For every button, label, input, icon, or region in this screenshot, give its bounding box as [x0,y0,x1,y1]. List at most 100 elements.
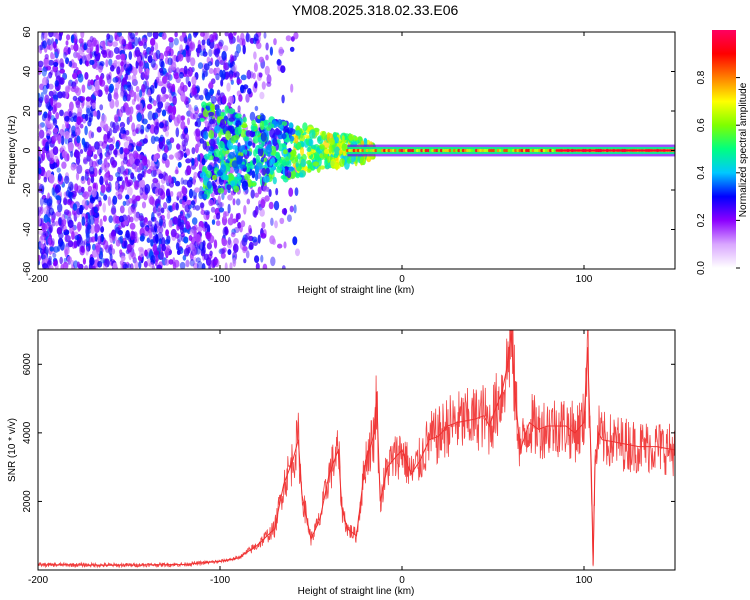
spectrogram-cell [218,140,225,151]
spectrogram-cell [165,250,170,257]
spectrogram-cell [218,39,224,47]
spectrogram-cell [281,94,285,104]
spectrogram-cell [109,253,113,262]
spectrogram-cell [71,112,78,119]
spectrogram-cell [167,83,173,89]
spectrogram-band-cell [516,148,520,153]
spectrogram-cell [190,200,196,209]
spectrogram-cell [270,157,276,165]
spectrogram-cell [38,123,42,130]
spectrogram-cell [202,70,208,78]
spectrogram-cell [70,133,75,139]
spectrogram-cell [112,77,119,83]
spectrogram-cell [219,59,225,65]
spectrogram-cell [289,135,295,142]
spectrogram-cell [174,169,179,175]
spectrogram-cell [294,187,299,197]
spectrogram-band-cell [485,148,489,153]
spectrogram-cell [172,261,177,269]
spectrogram-band-cell [378,148,382,153]
spectrogram-cell [83,191,89,200]
spectrogram-cell [125,194,130,200]
spectrogram-cell [84,54,90,61]
spectrogram-cell [254,130,261,137]
spectrogram-cell [197,62,204,69]
spectrogram-band-cell [444,148,448,153]
spectrogram-cell [99,104,104,111]
spectrogram-cell [196,260,203,269]
spectrogram-cell [359,156,365,166]
spectrogram-cell [43,59,50,67]
spectrogram-cell [261,167,267,176]
spectrogram-cell [141,201,147,209]
spectrogram-cell [200,209,206,215]
spectrogram-cell [115,182,119,191]
spectrogram-cell [251,119,256,126]
spectrogram-cell [145,126,150,133]
spectrogram-cell [183,65,188,75]
spectrogram-cell [167,175,172,184]
spectrogram-cell [128,51,133,60]
spectrogram-cell [229,38,234,45]
spectrogram-cell [181,199,186,209]
spectrogram-band-cell [446,148,450,153]
spectrogram-cell [199,50,205,56]
spectrogram-band-cell [426,148,430,153]
spectrogram-cell [64,131,70,139]
spectrogram-cell [62,218,67,227]
spectrogram-cell [81,175,85,182]
spectrogram-cell [40,234,46,241]
spectrogram-cell [224,211,230,217]
spectrogram-cell [108,143,115,151]
spectrogram-cell [297,153,301,160]
spectrogram-cell [60,135,65,146]
spectrogram-cell [70,163,77,171]
spectrogram-cell [279,124,284,132]
spectrogram-band-cell [400,148,404,153]
spectrogram-cell [220,252,226,259]
spectrogram-cell [231,61,236,67]
spectrogram-cell [134,49,141,58]
spectrogram-cell [296,142,302,150]
spectrogram-cell [245,32,250,43]
spectrogram-cell [91,102,96,110]
spectrogram-cell [164,239,171,245]
spectrogram-cell [312,161,320,167]
spectrogram-cell [77,73,84,83]
spectrogram-cell [196,226,203,233]
spectrogram-cell [247,141,253,147]
spectrogram-cell [231,145,238,150]
spectrogram-cell [66,153,70,162]
spectrogram-cell [143,261,148,268]
spectrogram-cell [100,114,107,124]
spectrogram-cell [38,129,45,139]
spectrogram-cell [255,262,260,269]
spectrogram-cell [295,162,299,168]
spectrogram-cell [91,249,98,258]
spectrogram-cell [147,110,153,121]
spectrogram-cell [120,106,126,113]
spectrogram-cell [170,191,174,197]
spectrogram-cell [41,32,48,39]
spectrogram-cell [59,109,64,117]
spectrogram-cell [319,153,323,159]
spectrogram-cell [192,246,197,257]
spectrogram-band-cell [365,148,369,153]
spectrogram-cell [138,261,142,269]
spectrogram-band-cell [435,148,439,153]
spectrogram-cell [105,123,109,133]
spectrogram-cell [242,116,247,123]
spectrogram-cell [94,232,98,242]
colorbar-tick-label: 0.2 [696,213,707,227]
spectrogram-cell [263,157,267,162]
spectrogram-cell [213,48,219,56]
spectrogram-cell [42,263,48,269]
spectrogram-cell [67,198,72,206]
spectrogram-cell [148,262,155,268]
spectrogram-cell [52,220,56,227]
spectrogram-cell [140,129,144,135]
spectrogram-cell [97,140,104,147]
spectrogram-cell [136,92,140,102]
spectrogram-cell [258,72,263,78]
